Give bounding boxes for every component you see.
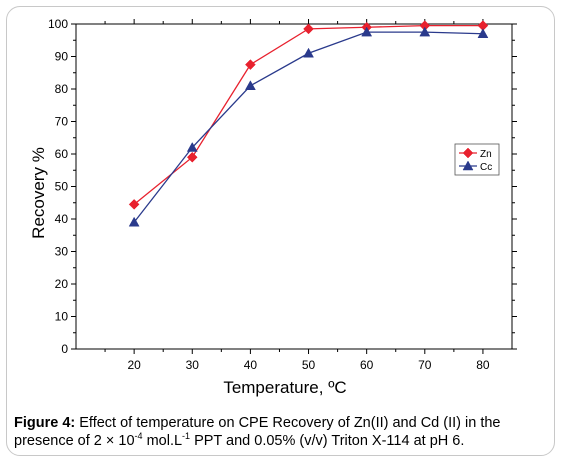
- y-tick-label: 10: [55, 310, 69, 324]
- y-tick-label: 60: [55, 147, 69, 161]
- caption-text-2: mol.L: [142, 433, 183, 449]
- x-tick-label: 30: [186, 358, 200, 372]
- figure-frame: [6, 6, 555, 456]
- data-point-zn: [303, 23, 314, 35]
- x-axis-title: Temperature, ºC: [223, 378, 346, 397]
- axes: 0 10 20 30 40 50 60 70 80 90 100 20 30 40 50 60 70 80: [48, 17, 517, 372]
- x-tick-label: 70: [418, 358, 432, 372]
- y-tick-label: 80: [55, 82, 69, 96]
- caption-label: Figure 4:: [14, 415, 76, 431]
- y-tick-label: 30: [55, 245, 69, 259]
- y-axis-title: Recovery %: [29, 147, 48, 239]
- series-layer: [128, 20, 489, 227]
- recovery-chart: 0 10 20 30 40 50 60 70 80 90 100 20 30 40 50 60 70 80 Zn C…: [29, 17, 517, 397]
- legend-label-cc: Cc: [480, 162, 492, 173]
- series-cc: [128, 26, 489, 227]
- y-tick-label: 50: [55, 180, 69, 194]
- y-tick-label: 0: [61, 342, 68, 356]
- legend: Zn Cc: [454, 143, 500, 176]
- plot-frame: [75, 23, 513, 350]
- legend-marker-cc: [462, 160, 474, 171]
- data-point-cc: [244, 80, 256, 90]
- data-point-cc: [477, 28, 489, 38]
- data-point-cc: [303, 47, 314, 58]
- data-point-zn: [245, 59, 256, 70]
- series-line-cc: [133, 31, 483, 223]
- data-point-zn: [186, 151, 198, 163]
- x-tick-label: 40: [244, 358, 258, 372]
- y-tick-label: 40: [55, 212, 69, 226]
- x-tick-label: 60: [360, 358, 374, 372]
- legend-label-zn: Zn: [480, 149, 492, 160]
- legend-box: [454, 143, 500, 176]
- data-point-zn: [128, 199, 140, 210]
- data-point-cc: [361, 26, 373, 37]
- x-tick-label: 80: [476, 358, 490, 372]
- caption-text-1: Effect of temperature on CPE Recovery of…: [14, 415, 501, 449]
- y-tick-label: 20: [55, 277, 69, 291]
- x-tick-label: 50: [302, 358, 316, 372]
- y-tick-label: 100: [48, 17, 68, 31]
- data-point-cc: [419, 26, 431, 37]
- y-tick-label: 90: [55, 50, 69, 64]
- legend-marker-zn: [462, 147, 474, 159]
- figure-caption: Figure 4: Effect of temperature on CPE R…: [14, 414, 549, 450]
- caption-sup-1: -4: [134, 431, 143, 442]
- y-tick-label: 70: [55, 115, 69, 129]
- data-point-cc: [128, 216, 140, 227]
- data-point-cc: [186, 141, 198, 152]
- x-tick-label: 20: [127, 358, 141, 372]
- caption-text-3: PPT and 0.05% (v/v) Triton X-114 at pH 6…: [190, 433, 465, 449]
- series-zn: [128, 20, 489, 210]
- caption-sup-2: -1: [182, 431, 191, 442]
